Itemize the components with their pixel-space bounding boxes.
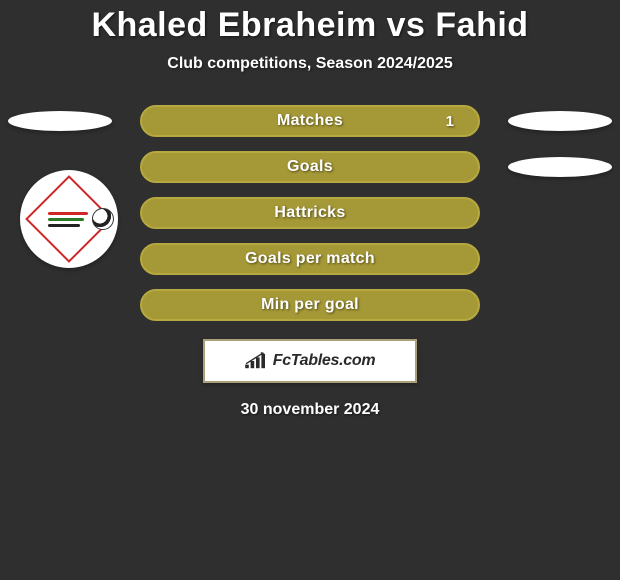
stat-bar: Matches 1 bbox=[140, 105, 480, 137]
brand-text: FcTables.com bbox=[273, 352, 376, 370]
stat-bar: Goals per match bbox=[140, 243, 480, 275]
stat-label: Hattricks bbox=[274, 204, 345, 222]
stat-label: Matches bbox=[277, 112, 343, 130]
page-title: Khaled Ebraheim vs Fahid bbox=[91, 6, 528, 45]
stat-value-right: 1 bbox=[446, 113, 454, 130]
bar-chart-icon bbox=[245, 352, 267, 370]
footer-date: 30 november 2024 bbox=[241, 401, 380, 419]
stat-row: Min per goal bbox=[0, 289, 620, 321]
stat-bar: Hattricks bbox=[140, 197, 480, 229]
stat-row: Matches 1 bbox=[0, 105, 620, 137]
club-badge-ball-icon bbox=[92, 208, 114, 230]
club-badge-stripes bbox=[48, 198, 90, 240]
stat-label: Goals bbox=[287, 158, 333, 176]
stripe-green bbox=[48, 218, 84, 221]
left-avatar-pill bbox=[8, 111, 112, 131]
left-club-badge bbox=[20, 170, 118, 268]
subtitle: Club competitions, Season 2024/2025 bbox=[167, 55, 452, 73]
stat-bar: Min per goal bbox=[140, 289, 480, 321]
stat-label: Min per goal bbox=[261, 296, 359, 314]
stripe-black bbox=[48, 224, 80, 227]
right-avatar-pill bbox=[508, 157, 612, 177]
stat-bar: Goals bbox=[140, 151, 480, 183]
stat-label: Goals per match bbox=[245, 250, 375, 268]
brand-box[interactable]: FcTables.com bbox=[203, 339, 417, 383]
right-avatar-pill bbox=[508, 111, 612, 131]
stripe-red bbox=[48, 212, 88, 215]
club-badge-diamond bbox=[25, 175, 113, 263]
